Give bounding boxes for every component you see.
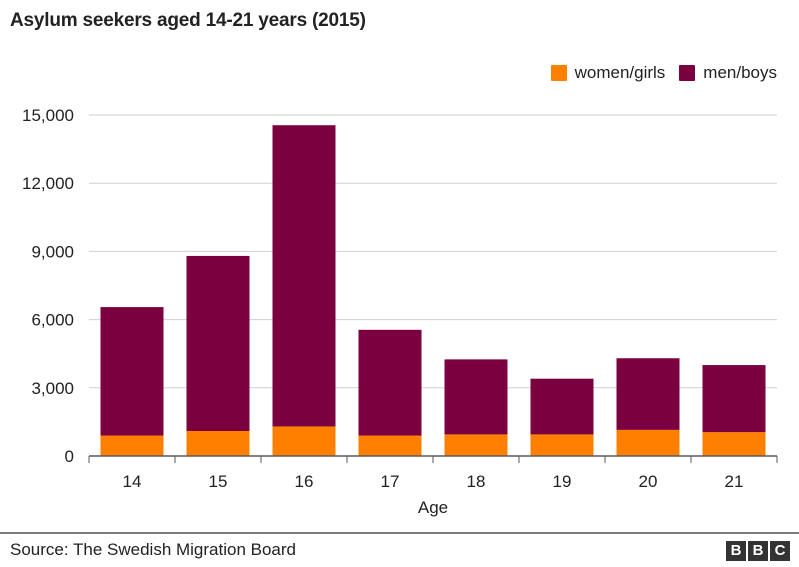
bbc-logo-letter-3: C [770,541,790,561]
x-tick-label-19: 19 [553,472,572,491]
legend-label-men-boys: men/boys [703,63,777,82]
bbc-logo: B B C [726,541,790,561]
bar-men-boys-19 [530,378,594,435]
x-tick-label-21: 21 [725,472,744,491]
bar-women-girls-21 [702,432,766,456]
bar-women-girls-18 [444,434,508,456]
legend-item-men-boys: men/boys [679,63,777,83]
bar-women-girls-14 [100,435,164,456]
chart-title: Asylum seekers aged 14-21 years (2015) [10,10,366,31]
x-tick-label-16: 16 [295,472,314,491]
legend-swatch-women-girls [550,65,567,81]
legend-label-women-girls: women/girls [574,63,666,82]
bbc-logo-letter-1: B [726,541,746,561]
y-tick-label-4: 12,000 [22,174,74,193]
chart-legend: women/girls men/boys [550,63,777,83]
bar-men-boys-21 [702,365,766,433]
legend-item-women-girls: women/girls [550,63,666,83]
source-note: Source: The Swedish Migration Board [10,540,297,559]
bar-women-girls-19 [530,434,594,456]
bar-women-girls-17 [358,435,422,456]
stacked-bar-chart: 0 3,000 6,000 9,000 12,000 15,000 14 15 16 17 18 19… [22,106,778,517]
x-axis-title: Age [418,498,448,517]
x-tick-label-14: 14 [123,472,142,491]
bar-men-boys-17 [358,329,422,436]
bar-women-girls-16 [272,426,336,456]
footer-divider [0,532,799,534]
x-tick-label-18: 18 [467,472,486,491]
bar-men-boys-18 [444,359,508,435]
x-tick-label-17: 17 [381,472,400,491]
bar-women-girls-15 [186,430,250,456]
bar-men-boys-16 [272,125,336,427]
bar-women-girls-20 [616,429,680,456]
bar-men-boys-14 [100,307,164,436]
bar-men-boys-20 [616,358,680,430]
y-tick-label-3: 9,000 [31,242,74,261]
y-tick-label-0: 0 [65,447,74,466]
bbc-logo-letter-2: B [748,541,768,561]
x-tick-label-20: 20 [639,472,658,491]
y-tick-label-1: 3,000 [31,379,74,398]
x-tick-label-15: 15 [209,472,228,491]
y-tick-label-2: 6,000 [31,311,74,330]
y-tick-label-5: 15,000 [22,106,74,125]
bar-men-boys-15 [186,255,250,431]
legend-swatch-men-boys [679,65,696,81]
